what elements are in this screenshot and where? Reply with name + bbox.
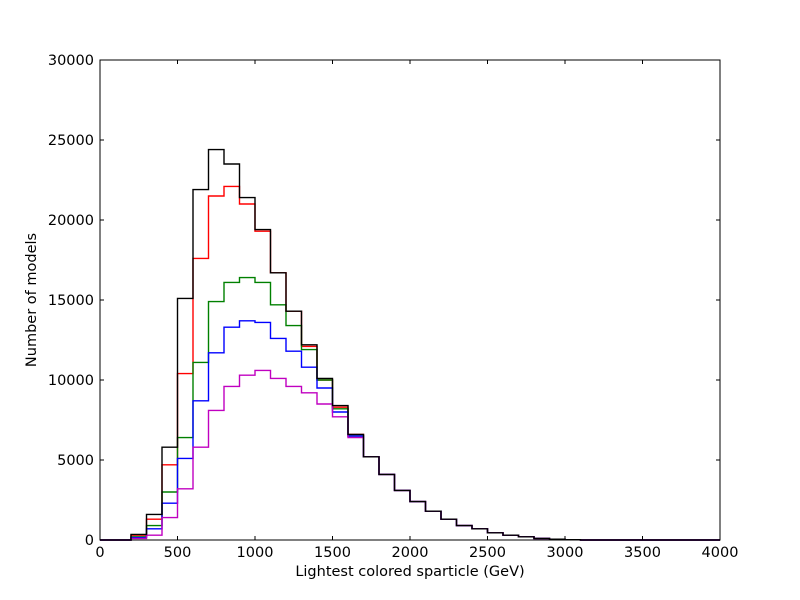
x-tick-label: 3500 <box>624 545 661 561</box>
x-tick-label: 1000 <box>237 545 274 561</box>
tick-layer: 0 500 1000 1500 2000 2500 3000 3500 4000 0 5000 100… <box>48 53 739 561</box>
y-tick-label: 25000 <box>48 133 94 149</box>
x-tick-label: 2500 <box>469 545 506 561</box>
x-tick-label: 4000 <box>702 545 739 561</box>
x-tick-label: 0 <box>95 545 104 561</box>
y-tick-label: 30000 <box>48 53 94 69</box>
y-tick-label: 5000 <box>57 453 94 469</box>
y-tick-label: 15000 <box>48 293 94 309</box>
y-tick-label: 20000 <box>48 213 94 229</box>
x-tick-label: 500 <box>164 545 192 561</box>
x-tick-label: 1500 <box>314 545 351 561</box>
x-tick-label: 2000 <box>392 545 429 561</box>
y-axis-label: Number of models <box>24 233 40 367</box>
x-tick-label: 3000 <box>547 545 584 561</box>
y-tick-label: 0 <box>85 533 94 549</box>
y-tick-label: 10000 <box>48 373 94 389</box>
x-axis-label: Lightest colored sparticle (GeV) <box>295 564 524 580</box>
